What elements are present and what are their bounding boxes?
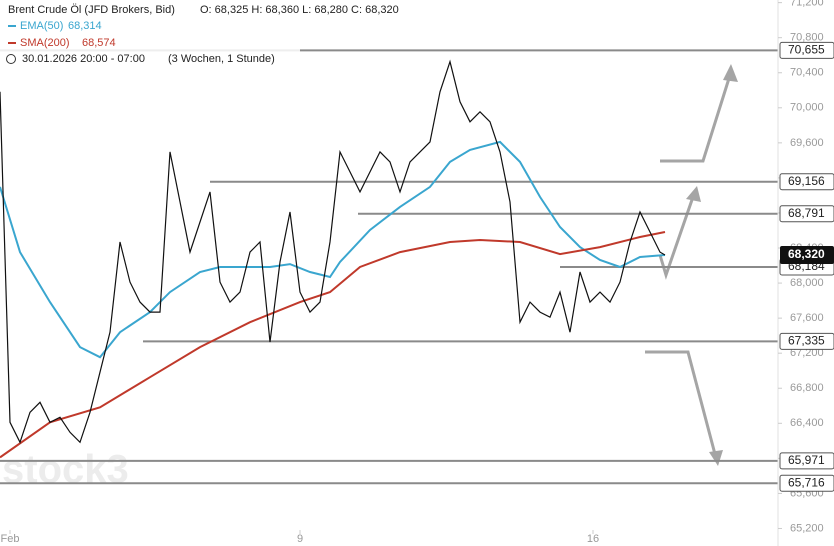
arrows [645,64,738,466]
current-price-label: 68,320 [788,247,825,261]
clock-icon [6,54,16,64]
current-price-box [780,246,834,265]
plot: Feb 9 16 [0,49,778,545]
series-line [0,140,666,359]
level-label-box [779,452,834,470]
x-tick-label: Feb [1,533,20,545]
level-label: 70,655 [788,43,825,57]
level-label-box [779,173,834,191]
y-tick-label: 68,000 [790,277,824,289]
level-label-box [779,205,834,223]
y-tick-label: 67,600 [790,312,824,324]
level-label-box [779,41,834,59]
y-tick-label: 66,800 [790,382,824,394]
x-tick-label: 9 [297,533,303,545]
legend-value: 68,314 [68,20,102,32]
arrowhead [709,450,723,466]
y-tick-label: 70,000 [790,102,824,114]
watermark: stock3 [2,448,129,492]
legend-entry: EMA(50) [20,20,63,32]
level-label-box [779,474,834,492]
arrow-down [645,350,718,459]
arrow-up [660,71,733,163]
level-label: 69,156 [788,174,825,188]
arrow-up-2 [658,193,696,280]
arrowhead [686,186,701,202]
level-label: 68,791 [788,206,825,220]
y-tick-label: 71,200 [790,0,824,9]
legend-entry: SMA(200) [20,37,70,49]
y-tick-label: 66,400 [790,417,824,429]
y-tick-label: 70,400 [790,67,824,79]
series-line [0,231,666,459]
arrowhead [723,64,738,82]
series-line [0,59,666,444]
legend-value: 68,574 [82,37,116,49]
x-tick-label: 16 [587,533,599,545]
title: Brent Crude Öl (JFD Brokers, Bid) [8,4,175,16]
level-label: 65,716 [788,475,825,489]
level-label-box [779,332,834,350]
interval: (3 Wochen, 1 Stunde) [168,53,275,65]
y-axis: 65,20065,60066,00066,40066,80067,20067,6… [778,0,834,534]
y-tick-label: 69,600 [790,137,824,149]
level-label: 67,335 [788,334,825,348]
y-tick-label: 67,200 [790,347,824,359]
header: Brent Crude Öl (JFD Brokers, Bid) O: 68,… [0,0,399,66]
period: 30.01.2026 20:00 - 07:00 [22,53,145,65]
y-tick-label: 70,800 [790,32,824,44]
header-bg [0,0,300,66]
y-tick-label: 65,200 [790,522,824,534]
ohlc: O: 68,325 H: 68,360 L: 68,280 C: 68,320 [200,4,399,16]
level-label: 65,971 [788,453,825,467]
